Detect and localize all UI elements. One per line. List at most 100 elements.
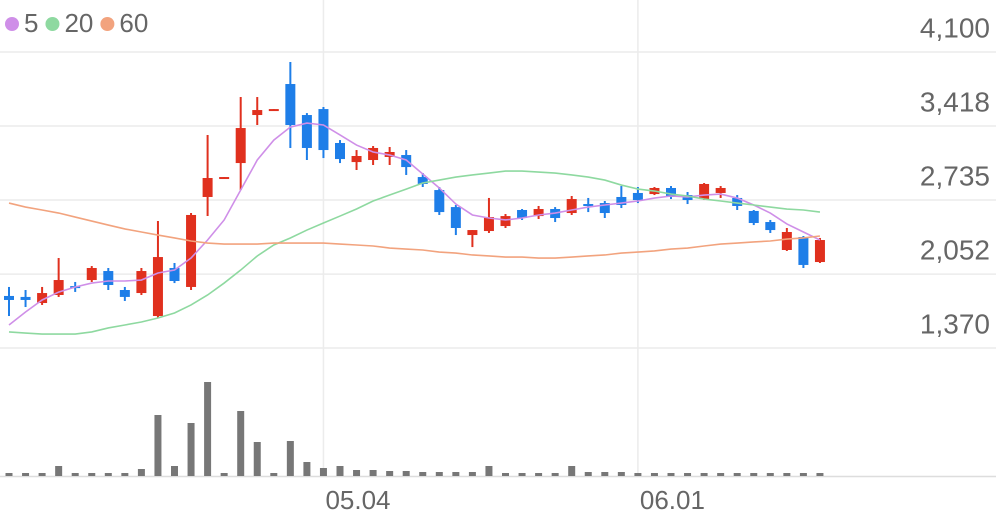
candle-body xyxy=(450,207,461,228)
candle-body xyxy=(252,110,263,116)
candle-body xyxy=(814,240,825,263)
ma-line xyxy=(8,170,821,335)
volume-bar xyxy=(22,473,30,476)
volume-bar xyxy=(551,473,559,476)
volume-bar xyxy=(336,466,344,476)
candle-body xyxy=(417,177,428,184)
candle-body xyxy=(500,216,511,227)
volume-bar xyxy=(253,442,261,476)
candle-body xyxy=(765,222,776,231)
y-tick-label: 4,100 xyxy=(920,12,990,43)
candle-body xyxy=(152,257,163,317)
volume-bar xyxy=(71,473,79,476)
volume-bar xyxy=(88,473,96,476)
y-tick-label: 2,052 xyxy=(920,234,990,265)
candle-body xyxy=(268,109,279,112)
volume-bar xyxy=(303,462,311,476)
candle-body xyxy=(318,109,329,151)
volume-bar xyxy=(733,473,741,476)
candle-body xyxy=(351,156,362,163)
x-tick-label: 05.04 xyxy=(325,485,390,515)
candle-body xyxy=(301,115,312,148)
volume-bar xyxy=(104,473,112,476)
y-tick-label: 1,370 xyxy=(920,308,990,339)
candle-body xyxy=(136,271,147,294)
candle-body xyxy=(699,183,710,200)
volume-bar xyxy=(286,441,294,476)
candle-body xyxy=(566,199,577,214)
candle-body xyxy=(285,84,296,125)
volume-bar xyxy=(435,472,443,476)
candle-body xyxy=(86,267,97,281)
candle-body xyxy=(335,142,345,160)
volume-bar xyxy=(5,473,13,476)
candle-body xyxy=(103,271,114,286)
candle-body xyxy=(599,203,610,214)
volume-bar xyxy=(386,471,394,476)
candle-body xyxy=(202,178,213,197)
volume-bar xyxy=(799,473,807,476)
volume-bar xyxy=(617,472,625,476)
candle-body xyxy=(732,197,743,206)
candle-body xyxy=(219,177,230,180)
candle-body xyxy=(781,232,792,250)
volume-bar xyxy=(816,473,824,476)
candle-body xyxy=(748,210,759,224)
candle-body xyxy=(616,196,627,206)
volume-bar xyxy=(700,473,708,476)
volume-bar xyxy=(717,473,725,476)
candle-body xyxy=(533,209,544,217)
volume-bar xyxy=(518,473,526,476)
volume-bar xyxy=(535,473,543,476)
candle-body xyxy=(53,280,64,295)
candle-body xyxy=(20,296,31,300)
volume-bar xyxy=(55,466,63,476)
volume-bar xyxy=(137,469,145,476)
legend-swatch xyxy=(45,17,60,31)
candle-body xyxy=(666,187,676,197)
volume-bar xyxy=(154,415,162,476)
volume-bar xyxy=(402,471,410,476)
candle-body xyxy=(467,230,478,236)
candle-body xyxy=(119,290,130,297)
volume-bar xyxy=(204,382,212,476)
volume-bar xyxy=(419,472,427,476)
volume-bar xyxy=(684,473,692,476)
candle-body xyxy=(186,214,197,287)
volume-bar xyxy=(369,470,377,476)
volume-bar xyxy=(353,470,361,476)
volume-bar xyxy=(38,473,46,476)
candle-body xyxy=(4,295,14,300)
volume-bar xyxy=(667,473,675,476)
volume-bar xyxy=(750,473,758,476)
legend-swatch xyxy=(100,17,115,31)
candle-body xyxy=(483,217,494,232)
volume-bar xyxy=(634,473,642,476)
volume-bar xyxy=(568,466,576,476)
candle-body xyxy=(517,209,528,219)
ma-line xyxy=(8,122,821,326)
candle-body xyxy=(37,293,48,304)
volume-bar xyxy=(220,473,228,476)
volume-bar xyxy=(452,472,460,476)
candle-body xyxy=(632,192,643,201)
volume-bar xyxy=(171,466,178,476)
candle-body xyxy=(368,147,379,161)
candle-body xyxy=(169,267,180,282)
volume-bar xyxy=(468,472,476,476)
candle-body xyxy=(583,204,594,207)
legend-swatch xyxy=(5,17,19,31)
volume-bar xyxy=(270,473,278,476)
volume-bar xyxy=(783,473,791,476)
candle-body xyxy=(235,128,246,164)
legend-label: 20 xyxy=(64,8,93,38)
volume-bar xyxy=(237,411,245,476)
volume-bar xyxy=(601,472,609,476)
x-tick-label: 06.01 xyxy=(640,485,705,515)
volume-bar xyxy=(485,466,493,476)
candle-body xyxy=(715,187,726,193)
candle-body xyxy=(798,236,809,265)
volume-bar xyxy=(766,473,774,476)
volume-bar xyxy=(121,473,129,476)
